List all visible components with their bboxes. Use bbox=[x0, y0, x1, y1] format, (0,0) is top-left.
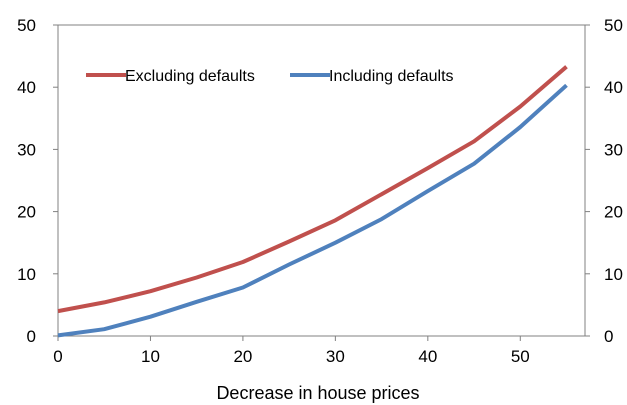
plot-frame bbox=[57, 24, 586, 337]
left-y-tick-label: 20 bbox=[17, 203, 36, 222]
right-y-tick-label: 50 bbox=[604, 16, 623, 35]
series-lines bbox=[57, 65, 568, 338]
x-tick-label: 30 bbox=[326, 347, 345, 366]
x-axis-label: Decrease in house prices bbox=[216, 383, 419, 403]
x-tick-label: 20 bbox=[233, 347, 252, 366]
left-y-tick-label: 10 bbox=[17, 265, 36, 284]
right-y-tick-label: 0 bbox=[604, 327, 613, 346]
right-y-axis-ticks: 0 10 20 30 40 50 bbox=[585, 16, 623, 346]
series-line-including-defaults bbox=[57, 83, 568, 338]
right-y-tick-label: 30 bbox=[604, 140, 623, 159]
x-tick-label: 50 bbox=[511, 347, 530, 366]
x-tick-label: 0 bbox=[53, 347, 62, 366]
left-y-tick-label: 50 bbox=[17, 16, 36, 35]
left-y-tick-label: 40 bbox=[17, 78, 36, 97]
left-y-tick-label: 0 bbox=[27, 327, 36, 346]
left-y-axis-ticks: 0 10 20 30 40 50 bbox=[17, 16, 58, 346]
x-tick-label: 40 bbox=[418, 347, 437, 366]
x-tick-label: 10 bbox=[141, 347, 160, 366]
legend-label-excluding-defaults: Excluding defaults bbox=[125, 68, 255, 85]
legend: Excluding defaults Including defaults bbox=[86, 68, 454, 85]
right-y-tick-label: 40 bbox=[604, 78, 623, 97]
right-y-tick-label: 20 bbox=[604, 203, 623, 222]
series-line-excluding-defaults bbox=[57, 65, 568, 314]
x-axis-ticks: 0 10 20 30 40 50 bbox=[53, 336, 530, 366]
left-y-tick-label: 30 bbox=[17, 140, 36, 159]
legend-label-including-defaults: Including defaults bbox=[329, 68, 454, 85]
right-y-tick-label: 10 bbox=[604, 265, 623, 284]
